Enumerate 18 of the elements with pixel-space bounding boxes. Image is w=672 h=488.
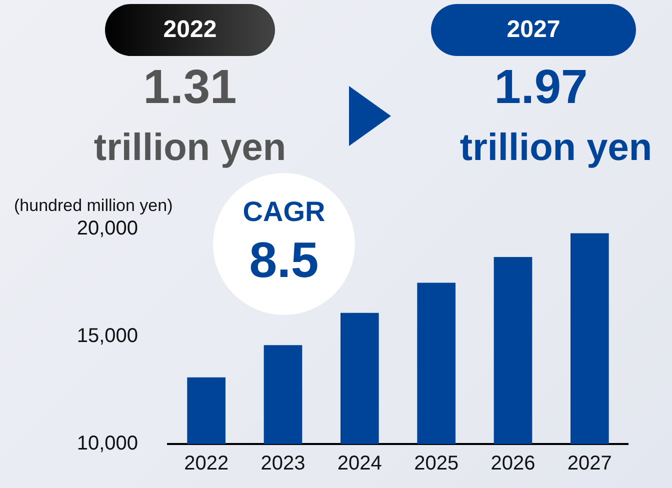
text: 2027: [431, 4, 636, 56]
text: 1.31: [142, 60, 238, 116]
x-tick-label: 2022: [184, 452, 229, 475]
y-tick-label: 10,000: [76, 432, 138, 455]
y-axis-title: (hundred million yen): [14, 196, 173, 216]
text: trillion yen: [458, 126, 654, 171]
text: 2022: [105, 4, 275, 56]
x-tick-label: 2025: [414, 452, 459, 475]
y-tick-label: 20,000: [76, 218, 138, 240]
x-tick-label: 2027: [567, 452, 612, 475]
text: CAGR: [242, 196, 326, 228]
y-tick-label: 15,000: [76, 325, 138, 348]
annotation: 8.5: [248, 232, 320, 288]
x-tick-label: 2024: [337, 452, 382, 475]
x-tick-label: 2023: [260, 452, 306, 475]
x-tick-label: 2026: [490, 452, 536, 475]
text: 1.97: [493, 60, 589, 116]
text: trillion yen: [92, 126, 288, 171]
